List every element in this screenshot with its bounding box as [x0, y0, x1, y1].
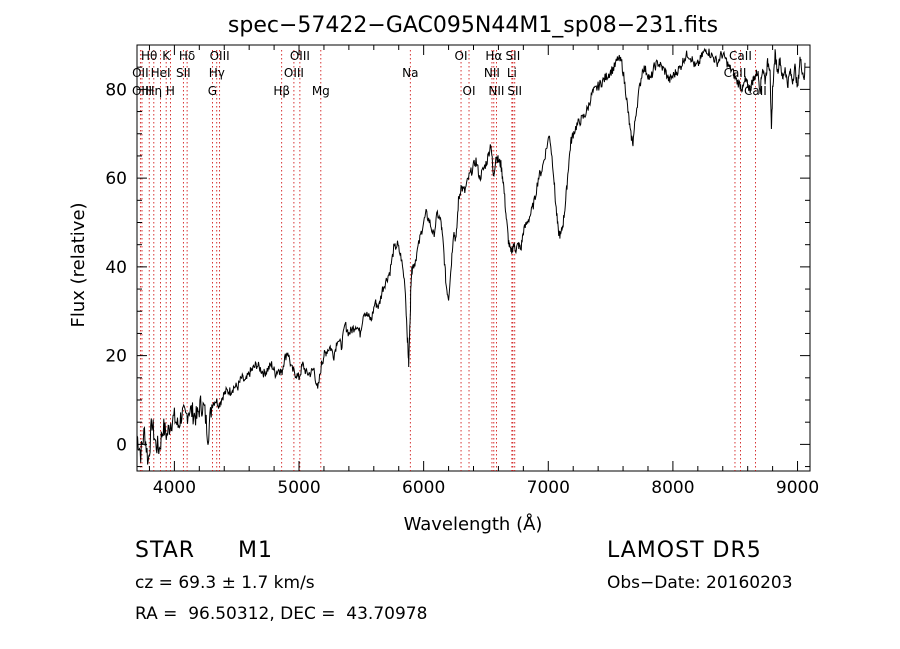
x-axis-label: Wavelength (Å)	[404, 513, 543, 535]
y-tick-label: 20	[105, 347, 127, 367]
x-tick-label: 4000	[153, 478, 196, 498]
line-label: Hβ	[273, 84, 290, 98]
y-axis-label: Flux (relative)	[68, 202, 89, 327]
line-label: NII	[488, 84, 504, 98]
line-label: Mg	[312, 84, 330, 98]
line-label: Hη	[146, 84, 163, 98]
line-label: SII	[507, 84, 522, 98]
chart-title: spec−57422−GAC095N44M1_sp08−231.fits	[228, 13, 718, 38]
axis-ticks	[137, 44, 810, 471]
line-label: CaII	[729, 49, 752, 63]
object-class: STAR	[135, 538, 196, 563]
line-label: Na	[402, 66, 418, 80]
ra-dec-coordinates: RA = 96.50312, DEC = 43.70978	[135, 604, 428, 624]
x-tick-label: 7000	[527, 478, 570, 498]
line-label: CaII	[724, 66, 747, 80]
x-tick-label: 5000	[277, 478, 320, 498]
line-label: SII	[506, 49, 521, 63]
y-tick-label: 40	[105, 258, 127, 278]
line-label: G	[208, 84, 217, 98]
plot-frame	[136, 44, 811, 472]
y-tick-label: 60	[105, 169, 127, 189]
line-label: OIII	[290, 49, 310, 63]
line-label: Hθ	[141, 49, 157, 63]
object-subclass: M1	[238, 538, 273, 563]
line-label: Li	[507, 66, 517, 80]
line-label: Hα	[485, 49, 502, 63]
line-label: OII	[132, 66, 149, 80]
redshift-velocity: cz = 69.3 ± 1.7 km/s	[135, 573, 315, 593]
line-label: K	[162, 49, 171, 63]
spectrum-series-line	[136, 47, 806, 465]
observation-date: Obs−Date: 20160203	[607, 573, 793, 593]
emission-line-markers	[139, 50, 756, 471]
axis-tick-labels: 4000 5000 6000 7000 8000 9000 0 20 40 60 80	[105, 80, 819, 498]
line-label: H	[166, 84, 175, 98]
x-tick-label: 6000	[402, 478, 445, 498]
line-label: HeI	[151, 66, 171, 80]
x-tick-label: 9000	[776, 478, 819, 498]
x-tick-label: 8000	[651, 478, 694, 498]
line-label: OIII	[210, 49, 230, 63]
line-label: Hδ	[179, 49, 195, 63]
line-label: NII	[484, 66, 500, 80]
line-label: OIII	[284, 66, 304, 80]
line-label: SII	[176, 66, 191, 80]
line-label: Hγ	[209, 66, 225, 80]
line-label: OI	[455, 49, 468, 63]
line-label: OI	[463, 84, 476, 98]
line-label: OIII	[132, 84, 152, 98]
y-tick-label: 0	[116, 435, 127, 455]
survey-name: LAMOST DR5	[607, 538, 762, 563]
y-tick-label: 80	[105, 80, 127, 100]
